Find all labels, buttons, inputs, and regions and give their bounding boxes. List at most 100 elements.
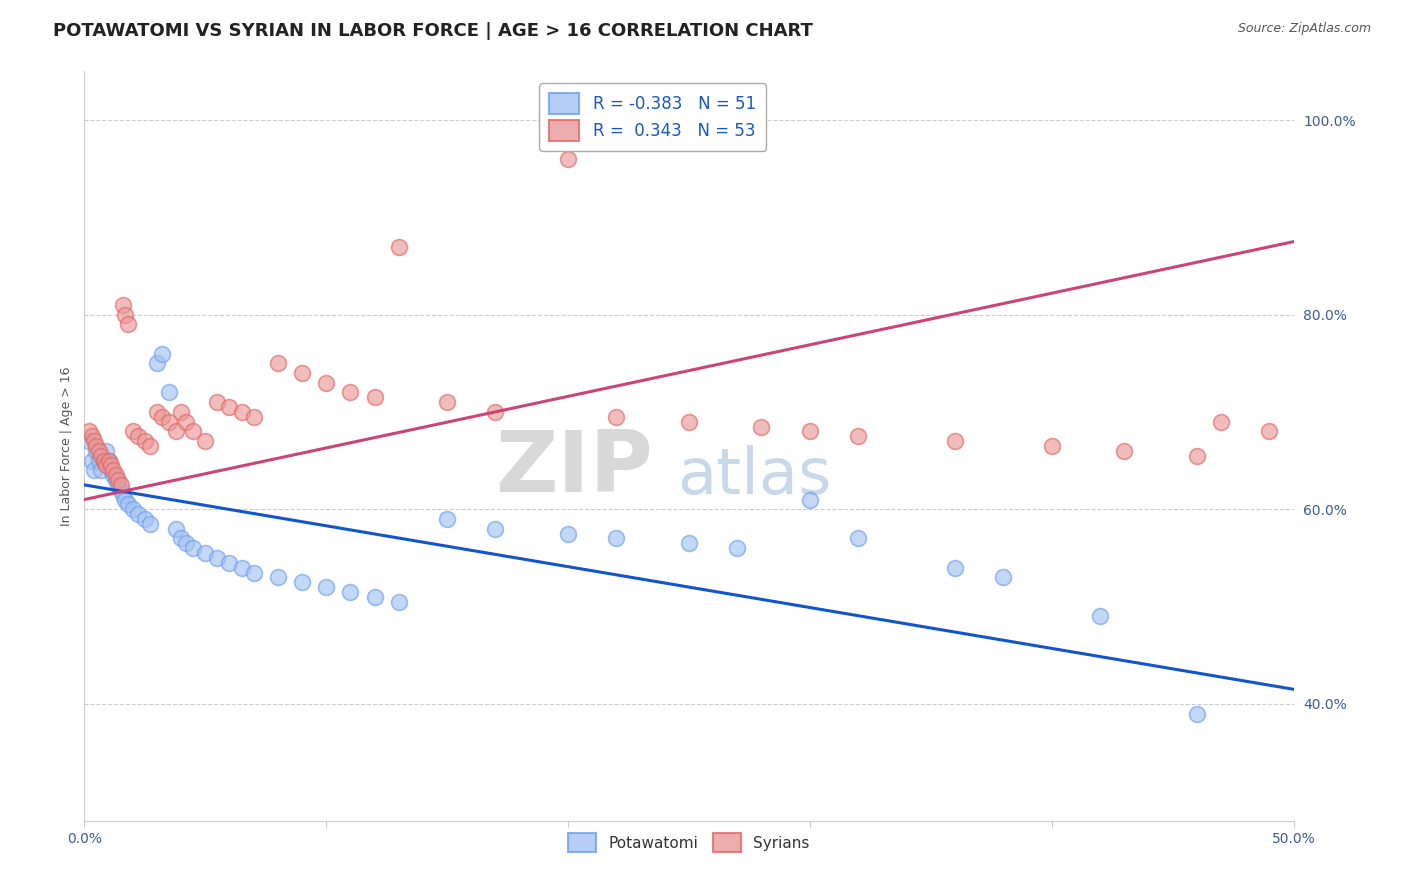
Point — [86, 443, 108, 458]
Point — [605, 532, 627, 546]
Point — [94, 443, 117, 458]
Point — [157, 415, 180, 429]
Point — [174, 536, 197, 550]
Point — [94, 458, 117, 473]
Point — [484, 522, 506, 536]
Point — [77, 425, 100, 439]
Point — [97, 453, 120, 467]
Point — [678, 415, 700, 429]
Point — [157, 385, 180, 400]
Point — [114, 308, 136, 322]
Point — [134, 434, 156, 449]
Point — [170, 405, 193, 419]
Point — [104, 468, 127, 483]
Point — [93, 453, 115, 467]
Point — [114, 492, 136, 507]
Point — [90, 463, 112, 477]
Point — [678, 536, 700, 550]
Point — [436, 395, 458, 409]
Point — [93, 453, 115, 467]
Point — [121, 425, 143, 439]
Point — [291, 366, 314, 380]
Point — [943, 434, 966, 449]
Point — [174, 415, 197, 429]
Point — [97, 453, 120, 467]
Point — [80, 453, 103, 467]
Point — [138, 516, 160, 531]
Point — [993, 570, 1015, 584]
Point — [117, 318, 139, 332]
Point — [363, 590, 385, 604]
Point — [315, 580, 337, 594]
Point — [146, 405, 169, 419]
Point — [242, 409, 264, 424]
Point — [388, 239, 411, 253]
Point — [103, 468, 125, 483]
Point — [110, 483, 132, 497]
Point — [100, 458, 122, 473]
Point — [121, 502, 143, 516]
Text: ZIP: ZIP — [495, 427, 652, 510]
Point — [1185, 706, 1208, 721]
Point — [363, 390, 385, 404]
Point — [194, 546, 217, 560]
Point — [207, 550, 229, 565]
Point — [339, 385, 361, 400]
Point — [218, 556, 240, 570]
Point — [181, 425, 204, 439]
Point — [846, 429, 869, 443]
Point — [194, 434, 217, 449]
Point — [90, 449, 112, 463]
Point — [87, 443, 110, 458]
Point — [267, 570, 290, 584]
Point — [110, 478, 132, 492]
Point — [138, 439, 160, 453]
Point — [1185, 449, 1208, 463]
Point — [1258, 425, 1281, 439]
Text: Source: ZipAtlas.com: Source: ZipAtlas.com — [1237, 22, 1371, 36]
Text: atlas: atlas — [676, 445, 831, 507]
Point — [86, 439, 108, 453]
Text: POTAWATOMI VS SYRIAN IN LABOR FORCE | AGE > 16 CORRELATION CHART: POTAWATOMI VS SYRIAN IN LABOR FORCE | AG… — [53, 22, 813, 40]
Point — [231, 405, 253, 419]
Point — [1040, 439, 1063, 453]
Point — [117, 497, 139, 511]
Point — [231, 560, 253, 574]
Point — [207, 395, 229, 409]
Point — [436, 512, 458, 526]
Legend: Potawatomi, Syrians: Potawatomi, Syrians — [562, 827, 815, 858]
Point — [107, 473, 129, 487]
Point — [751, 419, 773, 434]
Point — [107, 478, 129, 492]
Point — [150, 409, 173, 424]
Point — [339, 585, 361, 599]
Point — [242, 566, 264, 580]
Point — [77, 434, 100, 449]
Point — [605, 409, 627, 424]
Point — [799, 425, 821, 439]
Point — [291, 575, 314, 590]
Point — [943, 560, 966, 574]
Point — [846, 532, 869, 546]
Point — [150, 346, 173, 360]
Point — [799, 492, 821, 507]
Point — [87, 453, 110, 467]
Point — [1114, 443, 1136, 458]
Point — [104, 473, 127, 487]
Point — [388, 595, 411, 609]
Point — [112, 298, 135, 312]
Point — [218, 400, 240, 414]
Point — [83, 434, 105, 449]
Point — [165, 522, 187, 536]
Point — [127, 429, 149, 443]
Point — [484, 405, 506, 419]
Point — [1209, 415, 1232, 429]
Y-axis label: In Labor Force | Age > 16: In Labor Force | Age > 16 — [60, 367, 73, 525]
Point — [103, 463, 125, 477]
Point — [83, 463, 105, 477]
Point — [100, 463, 122, 477]
Point — [181, 541, 204, 556]
Point — [557, 526, 579, 541]
Point — [725, 541, 748, 556]
Point — [170, 532, 193, 546]
